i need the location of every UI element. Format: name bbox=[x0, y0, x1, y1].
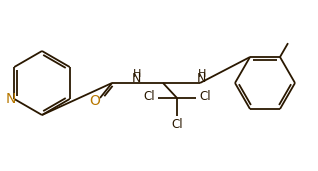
Text: O: O bbox=[90, 94, 100, 108]
Text: H: H bbox=[198, 69, 206, 79]
Text: Cl: Cl bbox=[143, 90, 155, 103]
Text: Cl: Cl bbox=[171, 117, 183, 130]
Text: Cl: Cl bbox=[199, 90, 211, 103]
Text: N: N bbox=[196, 73, 206, 86]
Text: H: H bbox=[133, 69, 141, 79]
Text: N: N bbox=[131, 73, 141, 86]
Text: N: N bbox=[6, 92, 17, 106]
